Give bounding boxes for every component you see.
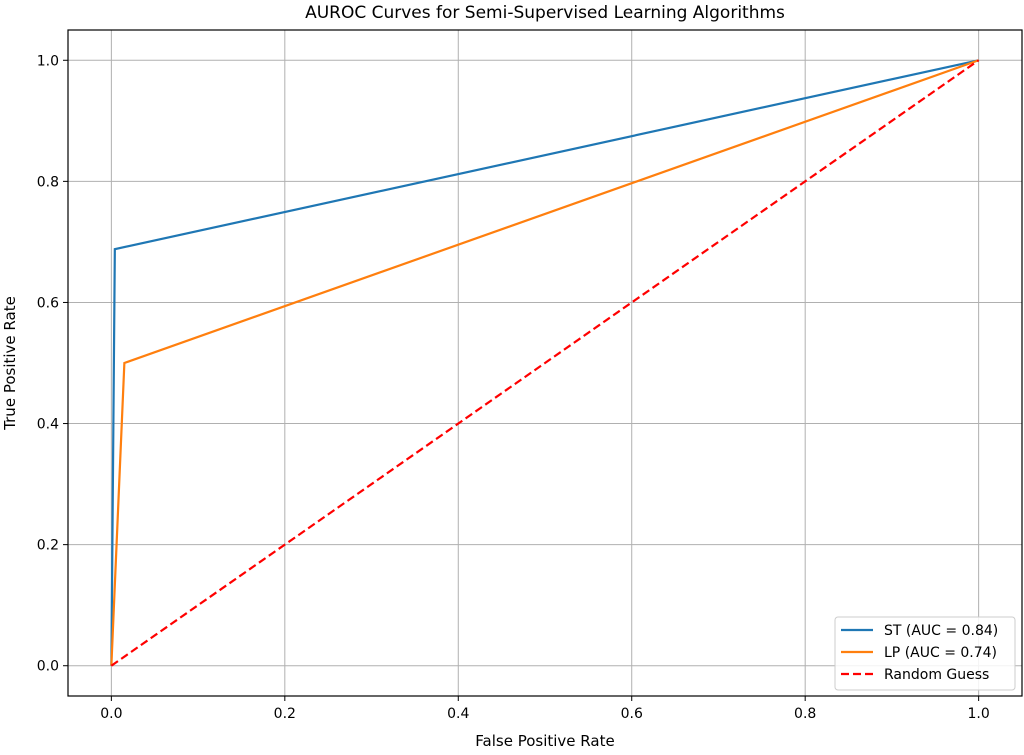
y-tick-label: 0.0 bbox=[37, 659, 59, 675]
x-tick-label: 1.0 bbox=[968, 706, 990, 722]
grid bbox=[68, 30, 1022, 696]
x-tick-label: 0.8 bbox=[794, 706, 816, 722]
y-axis-label: True Positive Rate bbox=[1, 296, 19, 431]
legend-label-0: ST (AUC = 0.84) bbox=[884, 623, 998, 639]
y-tick-label: 0.8 bbox=[37, 174, 59, 190]
series-group bbox=[110, 59, 980, 667]
y-tick-label: 0.6 bbox=[37, 295, 59, 311]
x-tick-label: 0.4 bbox=[447, 706, 469, 722]
legend-label-2: Random Guess bbox=[884, 667, 989, 683]
series-line-2 bbox=[110, 59, 980, 667]
y-tick-label: 1.0 bbox=[37, 53, 59, 69]
chart-title: AUROC Curves for Semi-Supervised Learnin… bbox=[305, 3, 785, 23]
x-tick-label: 0.6 bbox=[621, 706, 643, 722]
legend-box bbox=[834, 616, 1016, 691]
series-line-0 bbox=[110, 59, 979, 666]
x-tick-label: 0.2 bbox=[274, 706, 296, 722]
x-tick-label: 0.0 bbox=[100, 706, 122, 722]
legend-label-1: LP (AUC = 0.74) bbox=[884, 645, 997, 661]
plot-frame bbox=[67, 29, 1023, 697]
y-tick-label: 0.2 bbox=[37, 538, 59, 554]
series-line-1 bbox=[110, 59, 980, 666]
y-tick-label: 0.4 bbox=[37, 417, 59, 433]
ticks: 0.0 0.2 0.4 0.6 0.8 1.0 0.0 0.2 0.4 0.6 0.8 1.0 bbox=[37, 53, 990, 722]
x-axis-label: False Positive Rate bbox=[475, 732, 614, 750]
legend: ST (AUC = 0.84) LP (AUC = 0.74) Random Gue… bbox=[834, 616, 1016, 691]
